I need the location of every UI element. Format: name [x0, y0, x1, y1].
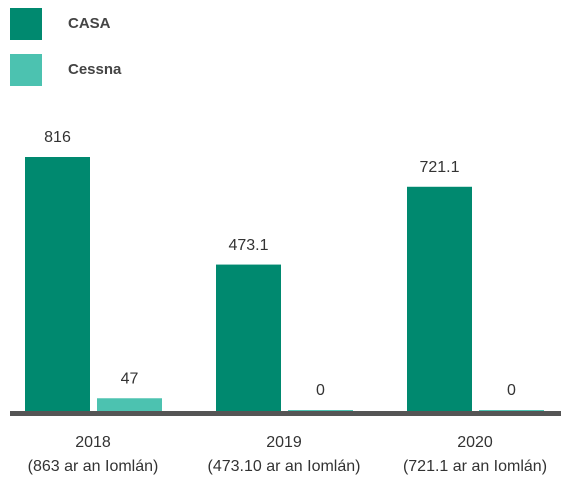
- value-label: 47: [121, 370, 139, 387]
- bar: [97, 398, 162, 413]
- value-label: 721.1: [419, 159, 459, 176]
- x-tick-sublabel: (473.10 ar an Iomlán): [208, 458, 361, 475]
- legend-label: CASA: [68, 15, 111, 32]
- value-label: 0: [316, 382, 325, 399]
- x-tick-label: 2018: [75, 434, 111, 451]
- value-label: 473.1: [228, 237, 268, 254]
- baseline: [10, 411, 561, 416]
- x-tick-sublabel: (721.1 ar an Iomlán): [403, 458, 547, 475]
- x-tick-sublabel: (863 ar an Iomlán): [28, 458, 159, 475]
- x-tick-label: 2019: [266, 434, 302, 451]
- legend-label: Cessna: [68, 61, 122, 78]
- bar: [407, 186, 472, 413]
- value-label: 0: [507, 382, 516, 399]
- legend-swatch: [10, 54, 42, 86]
- legend-swatch: [10, 8, 42, 40]
- x-tick-label: 2020: [457, 434, 493, 451]
- bar: [216, 264, 281, 413]
- bar: [25, 157, 90, 413]
- value-label: 816: [44, 129, 71, 146]
